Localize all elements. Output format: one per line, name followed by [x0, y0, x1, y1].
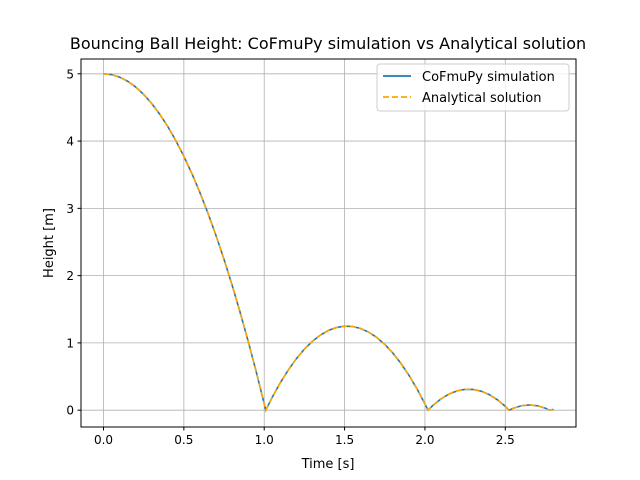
legend: CoFmuPy simulation Analytical solution	[376, 63, 570, 112]
ticks: 0.0 0.5 1.0 1.5 2.0 2.5 0 1 2 3 4 5	[66, 67, 514, 447]
x-tick-label: 2.5	[496, 433, 515, 447]
y-tick-label: 3	[66, 202, 74, 216]
grid	[81, 59, 576, 427]
y-tick-label: 1	[66, 336, 74, 350]
legend-label-simulation: CoFmuPy simulation	[422, 70, 555, 85]
x-axis-label: Time [s]	[301, 457, 355, 472]
x-tick-label: 0.5	[174, 433, 193, 447]
axes-frame	[80, 58, 577, 428]
series-lines	[103, 73, 554, 413]
x-tick-label: 0.0	[94, 433, 113, 447]
chart-title: Bouncing Ball Height: CoFmuPy simulation…	[70, 34, 586, 53]
series-line-analytical	[103, 73, 554, 413]
y-axis-label: Height [m]	[42, 208, 57, 278]
y-tick-label: 5	[66, 67, 74, 81]
y-tick-label: 2	[66, 269, 74, 283]
x-tick-label: 1.0	[255, 433, 274, 447]
y-tick-label: 4	[66, 135, 74, 149]
legend-label-analytical: Analytical solution	[422, 91, 541, 106]
x-tick-label: 2.0	[415, 433, 434, 447]
y-tick-label: 0	[66, 404, 74, 418]
x-tick-label: 1.5	[335, 433, 354, 447]
